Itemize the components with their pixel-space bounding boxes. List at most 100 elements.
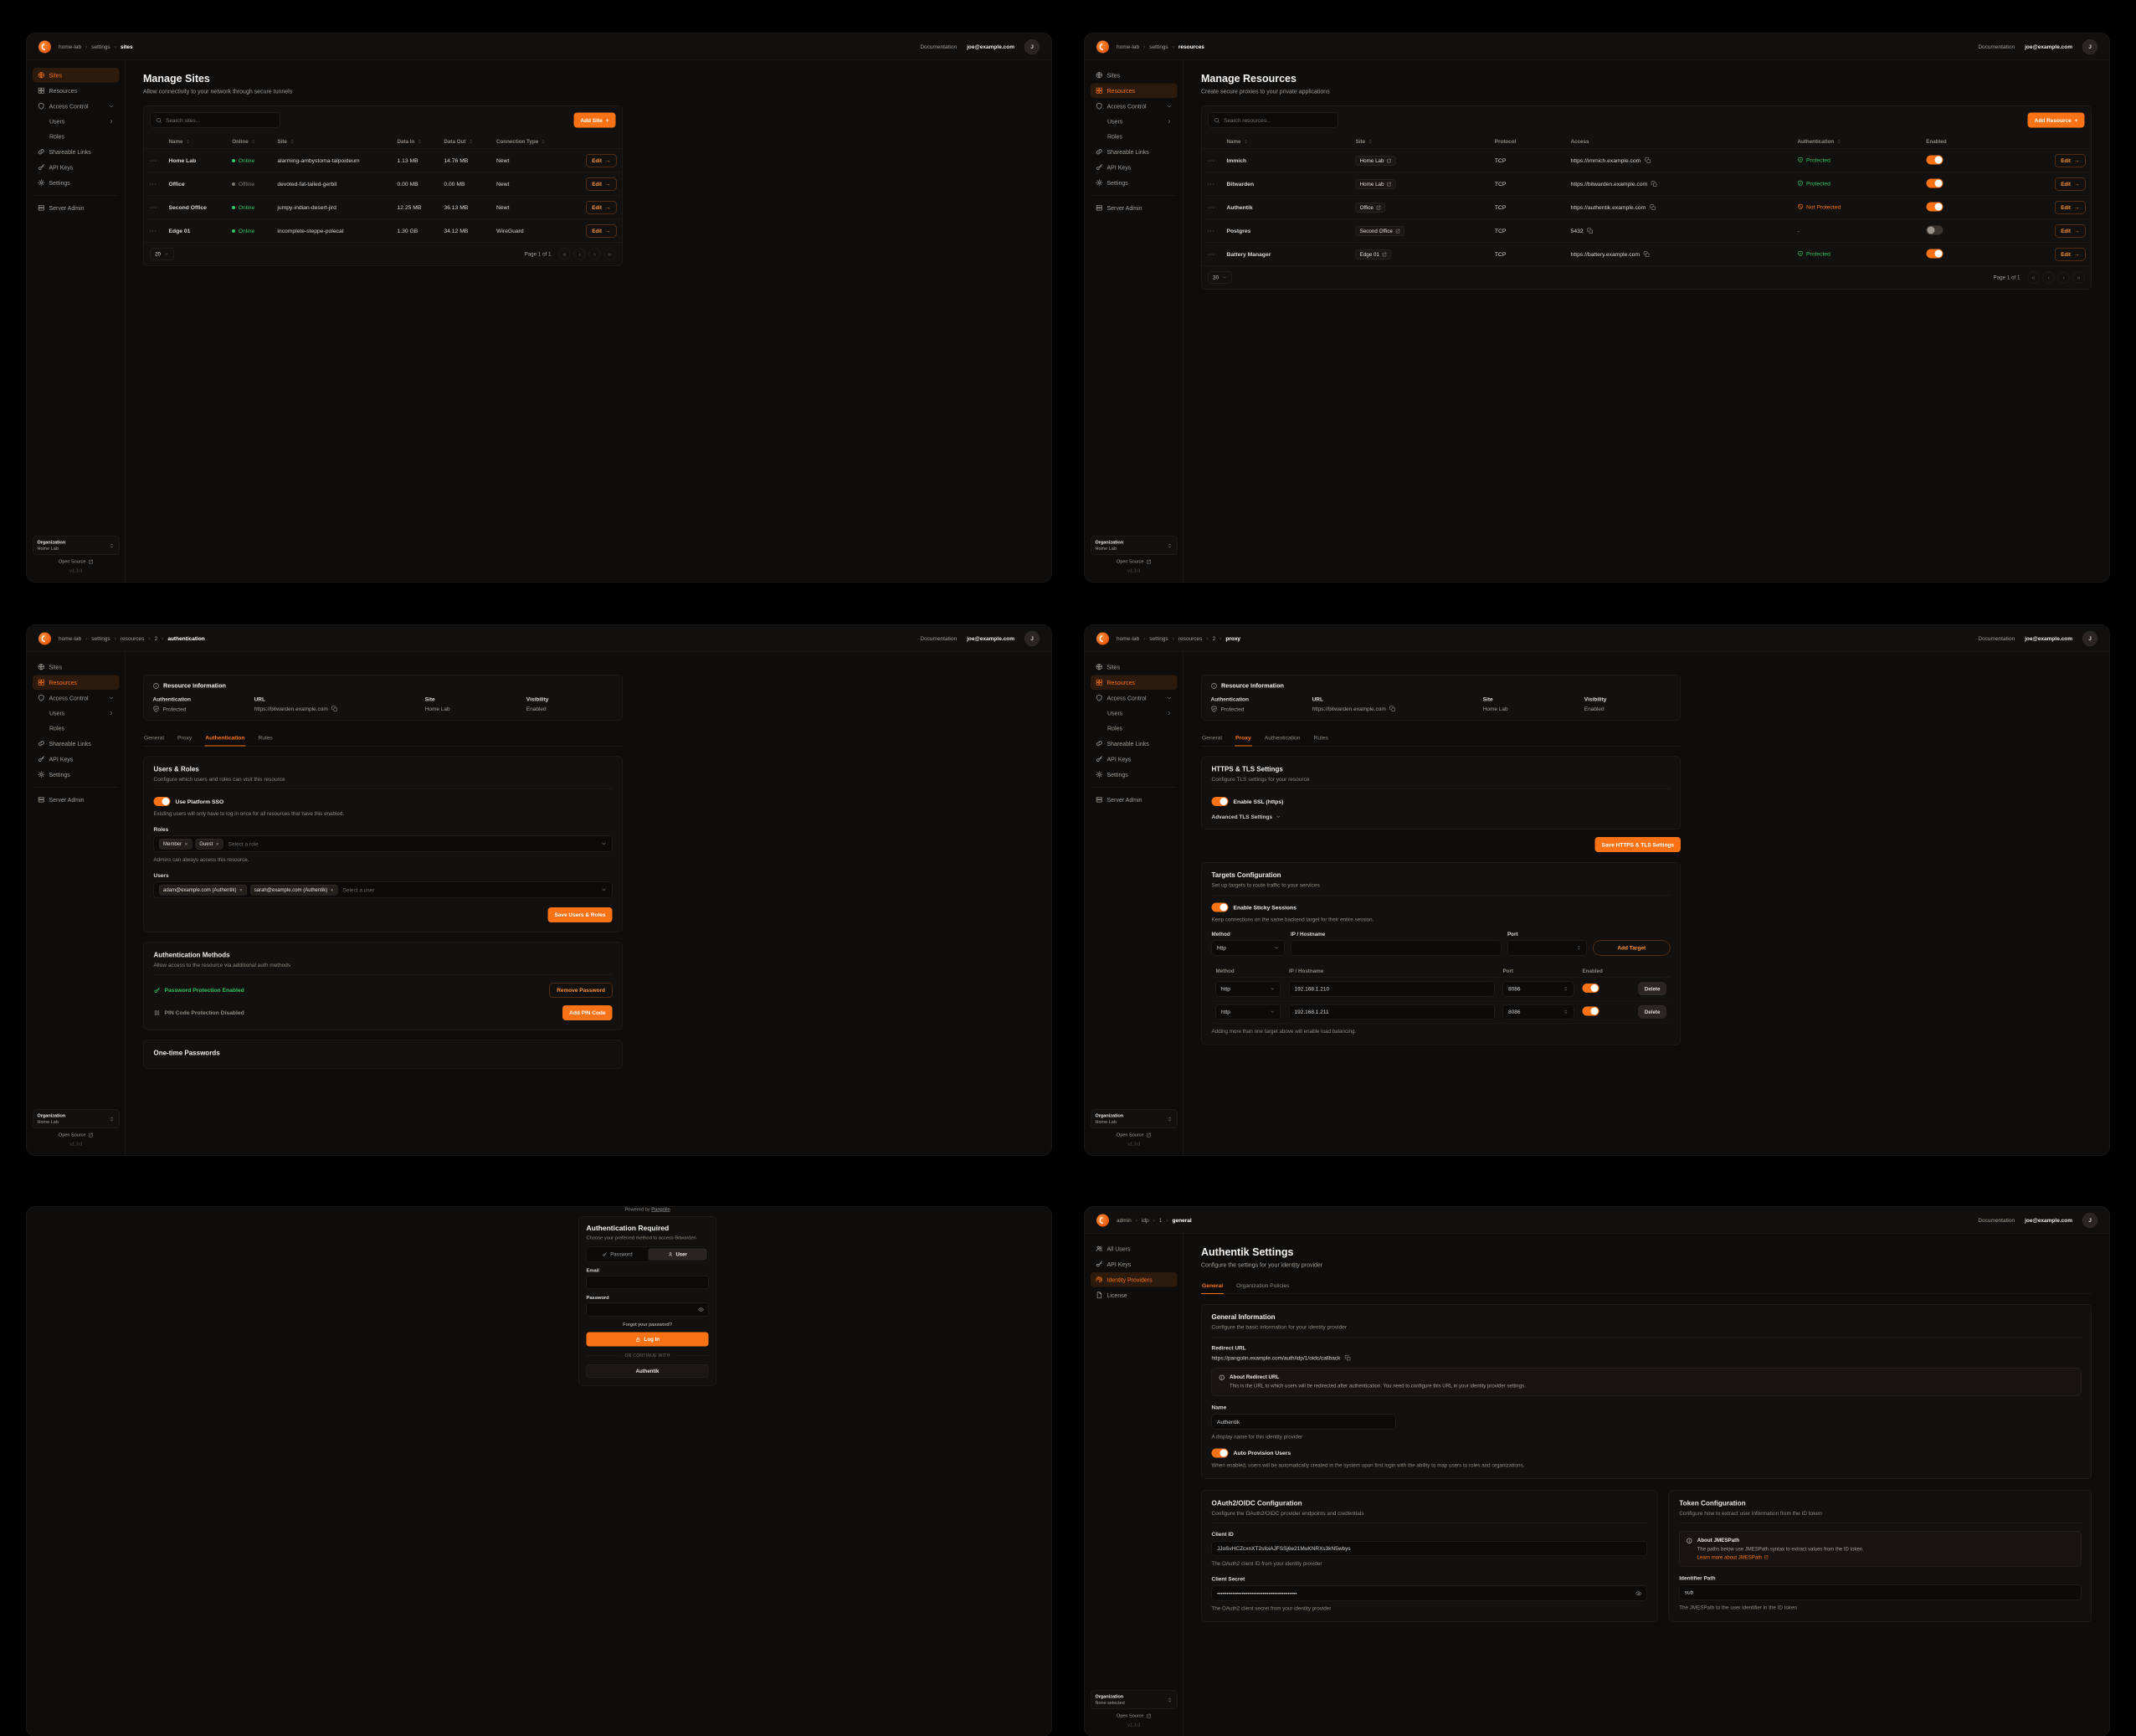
- column-header-site[interactable]: Site: [1356, 139, 1373, 145]
- edit-site-button[interactable]: Edit →: [586, 201, 617, 214]
- client-secret-input[interactable]: [1217, 1590, 1633, 1597]
- sidebar-item-access-control[interactable]: Access Control: [33, 99, 120, 114]
- sidebar-item-sites[interactable]: Sites: [1091, 660, 1178, 675]
- organization-select[interactable]: Organization Home Lab: [1091, 536, 1178, 555]
- row-menu-button[interactable]: ···: [1207, 227, 1215, 235]
- save-https-tls-button[interactable]: Save HTTPS & TLS Settings: [1594, 837, 1681, 852]
- tab-rules[interactable]: Rules: [258, 734, 273, 742]
- resource-row[interactable]: ··· Authentik Office TCP https://authent…: [1201, 195, 2092, 219]
- enabled-toggle[interactable]: [1926, 202, 1943, 212]
- copy-icon[interactable]: [1644, 251, 1651, 258]
- sidebar-item-shareable-links[interactable]: Shareable Links: [33, 737, 120, 752]
- sidebar-item-api-keys[interactable]: API Keys: [33, 752, 120, 767]
- copy-icon[interactable]: [1650, 204, 1656, 211]
- avatar[interactable]: J: [2082, 1212, 2097, 1228]
- add-site-button[interactable]: Add Site +: [573, 112, 616, 128]
- breadcrumb-item[interactable]: 2: [1212, 635, 1216, 642]
- breadcrumb-item[interactable]: home-lab: [1117, 635, 1140, 642]
- sidebar-item-shareable-links[interactable]: Shareable Links: [33, 145, 120, 160]
- resource-row[interactable]: ··· Postgres Second Office TCP 5432 - Ed…: [1201, 218, 2092, 243]
- sidebar-item-sites[interactable]: Sites: [33, 660, 120, 675]
- sidebar-item-all-users[interactable]: All Users: [1091, 1241, 1178, 1256]
- user-chip[interactable]: sarah@example.com (Authentik) ×: [249, 884, 338, 896]
- organization-select[interactable]: Organization Home Lab: [1091, 1109, 1178, 1128]
- rows-per-page-select[interactable]: 20: [150, 248, 174, 260]
- open-source-link[interactable]: Open Source: [1091, 1713, 1178, 1718]
- jmespath-link[interactable]: Learn more about JMESPath: [1697, 1554, 1769, 1560]
- resource-row[interactable]: ··· Battery Manager Edge 01 TCP https://…: [1202, 243, 2092, 266]
- access-url[interactable]: https://immich.example.com: [1570, 157, 1641, 164]
- last-page-button[interactable]: »: [603, 248, 616, 260]
- remove-password-button[interactable]: Remove Password: [549, 982, 613, 998]
- copy-icon[interactable]: [1389, 706, 1396, 712]
- sidebar-item-settings[interactable]: Settings: [33, 176, 120, 191]
- port-input[interactable]: [1512, 944, 1573, 952]
- search-input[interactable]: [1224, 116, 1332, 124]
- target-method-select[interactable]: http: [1215, 981, 1281, 997]
- users-multiselect[interactable]: adam@example.com (Authentik) × sarah@exam…: [153, 881, 613, 898]
- site-badge[interactable]: Second Office: [1355, 225, 1404, 236]
- documentation-link[interactable]: Documentation: [1978, 1217, 2015, 1224]
- target-enabled-toggle[interactable]: [1582, 1006, 1599, 1016]
- edit-resource-button[interactable]: Edit →: [2055, 201, 2086, 214]
- resource-row[interactable]: ··· Immich Home Lab TCP https://immich.e…: [1201, 148, 2092, 172]
- target-port-input[interactable]: [1508, 985, 1560, 993]
- access-url[interactable]: 5432: [1570, 228, 1584, 234]
- copy-icon[interactable]: [1587, 228, 1594, 234]
- row-menu-button[interactable]: ···: [149, 227, 157, 235]
- access-url[interactable]: https://authentik.example.com: [1570, 204, 1646, 211]
- tab-user[interactable]: User: [648, 1248, 707, 1261]
- site-badge[interactable]: Home Lab: [1355, 155, 1396, 166]
- sidebar-item-resources[interactable]: Resources: [33, 675, 120, 690]
- site-row[interactable]: ··· Home Lab Online alarming-ambystoma-t…: [143, 148, 623, 172]
- next-page-button[interactable]: ›: [2057, 271, 2070, 284]
- row-menu-button[interactable]: ···: [1207, 203, 1215, 212]
- sidebar-item-access-control[interactable]: Access Control: [1091, 691, 1178, 706]
- breadcrumb-item[interactable]: general: [1172, 1217, 1192, 1224]
- role-chip[interactable]: Guest ×: [195, 838, 223, 850]
- eye-icon[interactable]: [1635, 1590, 1642, 1597]
- enabled-toggle[interactable]: [1926, 155, 1943, 165]
- tab-general[interactable]: General: [1201, 1278, 1225, 1294]
- breadcrumb-item[interactable]: settings: [1149, 44, 1168, 50]
- site-row[interactable]: ··· Second Office Online jumpy-indian-de…: [143, 195, 623, 219]
- column-header-site[interactable]: Site: [277, 139, 294, 145]
- open-source-link[interactable]: Open Source: [1091, 1133, 1178, 1138]
- rows-per-page-select[interactable]: 20: [1208, 271, 1232, 284]
- breadcrumb-item[interactable]: sites: [120, 44, 133, 50]
- last-page-button[interactable]: »: [2072, 271, 2085, 284]
- sidebar-item-resources[interactable]: Resources: [33, 84, 120, 99]
- sidebar-item-server-admin[interactable]: Server Admin: [1091, 201, 1178, 216]
- access-url[interactable]: https://battery.example.com: [1570, 251, 1641, 258]
- site-badge[interactable]: Edge 01: [1355, 249, 1391, 259]
- site-row[interactable]: ··· Edge 01 Online incomplete-steppe-pol…: [144, 219, 623, 243]
- tab-general[interactable]: General: [144, 734, 165, 742]
- breadcrumb-item[interactable]: resources: [1178, 635, 1203, 642]
- sidebar-item-api-keys[interactable]: API Keys: [1091, 1257, 1178, 1272]
- sidebar-item-access-control[interactable]: Access Control: [33, 691, 120, 706]
- tab-general[interactable]: General: [1202, 734, 1223, 742]
- copy-icon[interactable]: [1344, 1355, 1351, 1362]
- open-source-link[interactable]: Open Source: [33, 559, 120, 564]
- tab-proxy[interactable]: Proxy: [177, 734, 193, 742]
- sidebar-item-shareable-links[interactable]: Shareable Links: [1091, 737, 1178, 752]
- identifier-path-input[interactable]: [1684, 1589, 2076, 1595]
- first-page-button[interactable]: «: [558, 248, 571, 260]
- breadcrumb-item[interactable]: resources: [120, 635, 145, 642]
- user-email[interactable]: joe@example.com: [2025, 44, 2072, 50]
- sidebar-item-shareable-links[interactable]: Shareable Links: [1091, 145, 1178, 160]
- breadcrumb-item[interactable]: resources: [1178, 44, 1204, 50]
- sidebar-item-resources[interactable]: Resources: [1091, 675, 1178, 690]
- breadcrumb-item[interactable]: home-lab: [1117, 44, 1140, 50]
- row-menu-button[interactable]: ···: [1207, 250, 1215, 259]
- access-url[interactable]: https://bitwarden.example.com: [1570, 181, 1648, 187]
- sidebar-item-server-admin[interactable]: Server Admin: [33, 793, 120, 808]
- prev-page-button[interactable]: ‹: [573, 248, 586, 260]
- edit-site-button[interactable]: Edit →: [586, 154, 617, 167]
- edit-site-button[interactable]: Edit →: [586, 177, 617, 191]
- edit-site-button[interactable]: Edit →: [586, 224, 617, 238]
- sidebar-item-roles[interactable]: Roles: [1091, 130, 1178, 144]
- column-header-connection-type[interactable]: Connection Type: [496, 139, 546, 145]
- column-header-data-in[interactable]: Data In: [398, 139, 423, 145]
- breadcrumb-item[interactable]: proxy: [1225, 635, 1241, 642]
